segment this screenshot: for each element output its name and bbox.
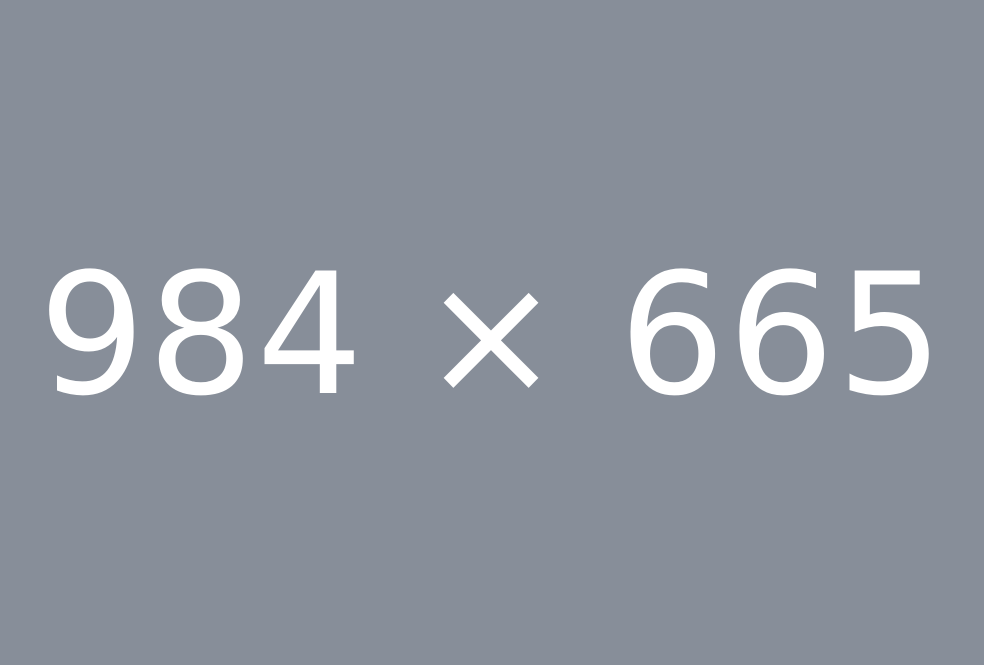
placeholder-canvas: { "placeholder": { "label": "984 × 665",… bbox=[38, 236, 946, 433]
dimensions-label: 984 × 665 bbox=[38, 236, 946, 433]
